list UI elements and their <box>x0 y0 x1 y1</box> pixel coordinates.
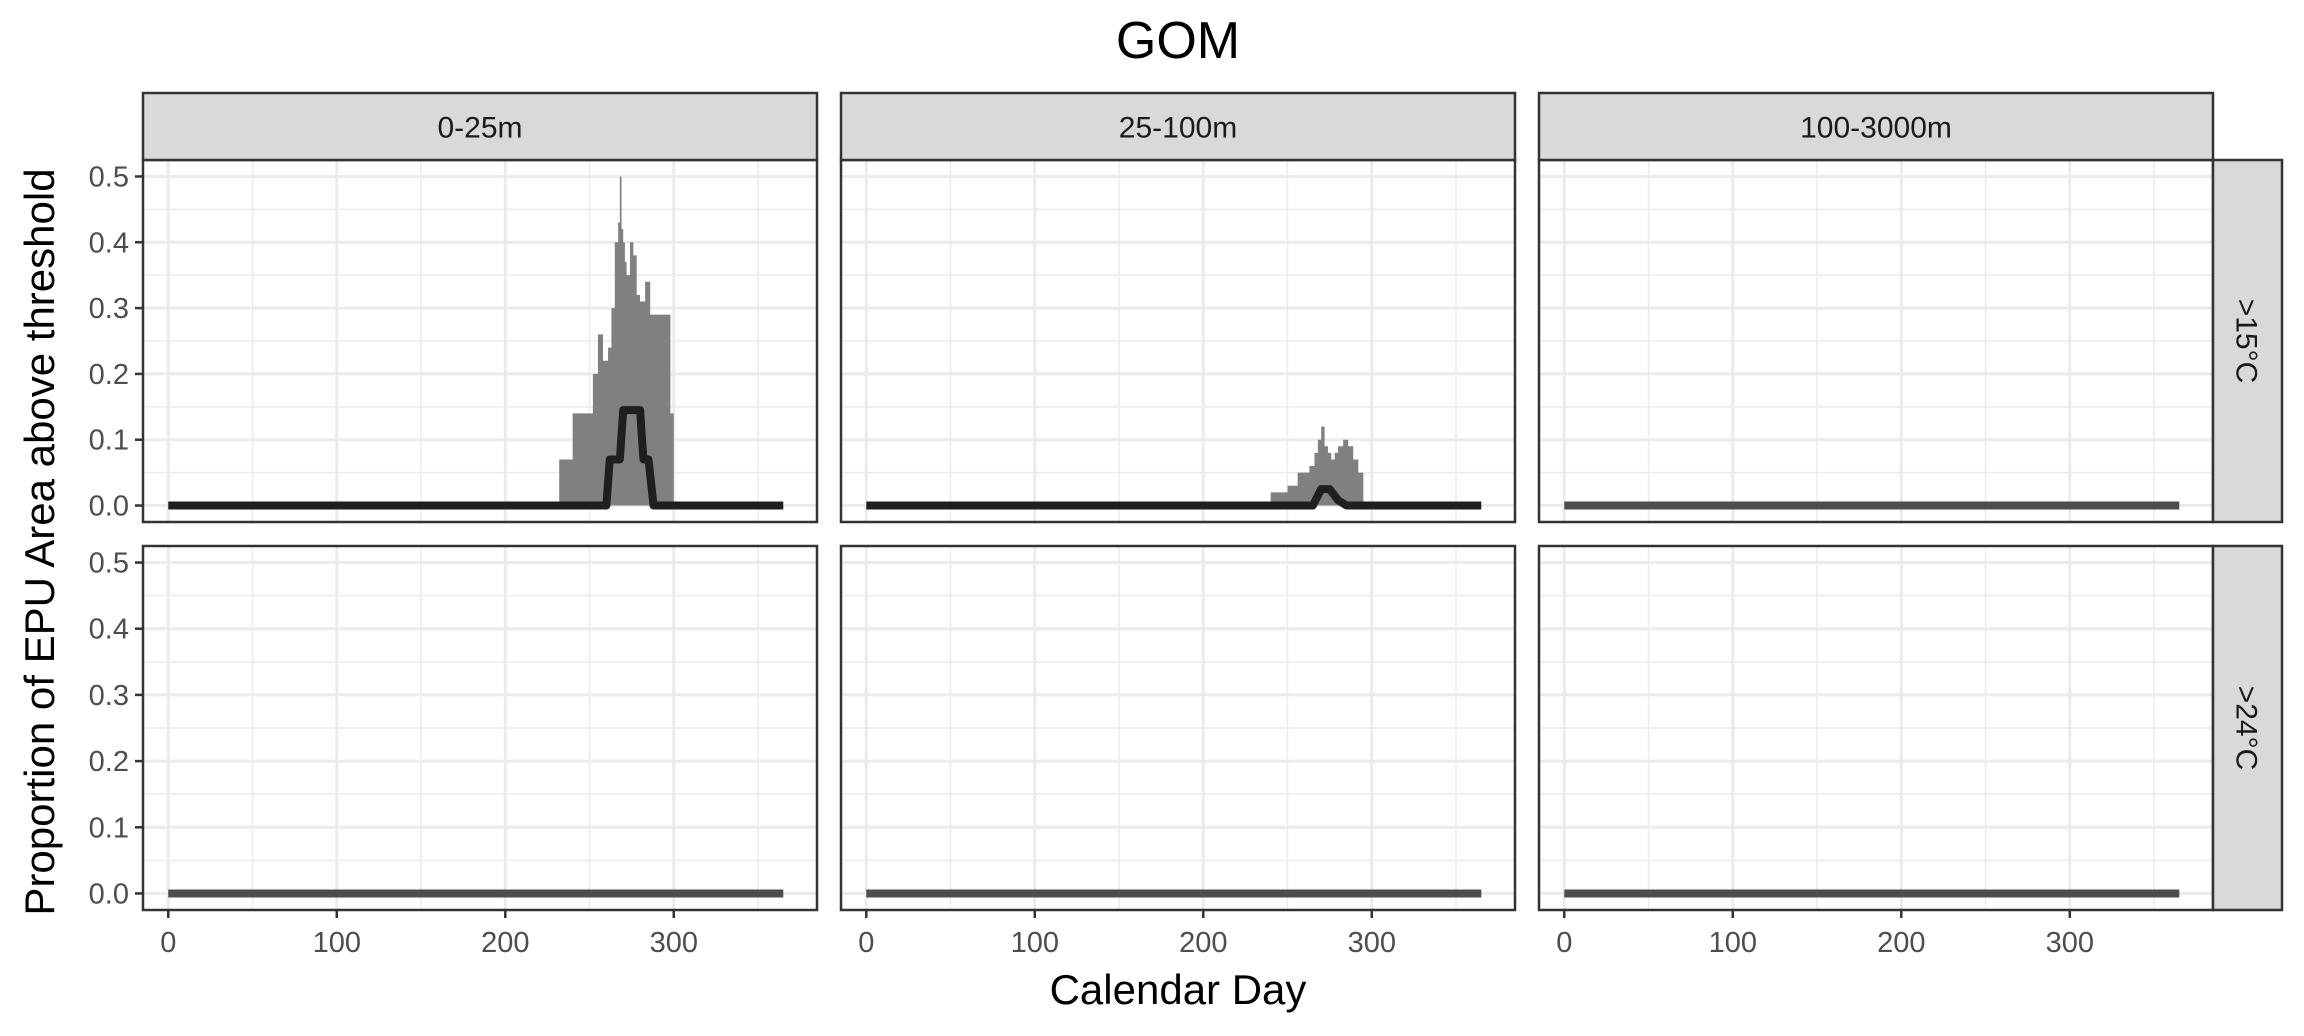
ribbon-area <box>559 176 674 506</box>
strips-layer: 0-25m 25-100m 100-3000m >15°C >24°C <box>141 91 2284 912</box>
y-tick-label: 0.0 <box>89 491 129 523</box>
y-tick-label: 0.4 <box>89 227 129 259</box>
x-tick-label: 100 <box>1709 927 1757 959</box>
strip-row-label: >24°C <box>2230 686 2263 771</box>
y-tick-label: 0.1 <box>89 812 129 844</box>
panel-1-2 <box>141 544 819 912</box>
x-tick-label: 0 <box>1556 927 1572 959</box>
panel-border <box>839 544 1517 912</box>
strip-column <box>1537 91 2215 162</box>
y-tick-label: 0.1 <box>89 425 129 457</box>
panel-2-2 <box>839 544 1517 912</box>
x-tick-label: 100 <box>1011 927 1059 959</box>
x-tick-label: 0 <box>858 927 874 959</box>
x-tick-label: 0 <box>160 927 176 959</box>
panel-1-1 <box>141 158 819 524</box>
strip-column-label: 100-3000m <box>1800 112 1952 145</box>
panels-layer <box>141 158 2215 912</box>
panel-3-1 <box>1537 158 2215 524</box>
y-tick-label: 0.3 <box>89 680 129 712</box>
y-tick-label: 0.5 <box>89 548 129 580</box>
panel-3-2 <box>1537 544 2215 912</box>
y-tick-label: 0.0 <box>89 878 129 910</box>
strip-column <box>141 91 819 162</box>
y-tick-label: 0.3 <box>89 293 129 325</box>
panel-2-1 <box>839 158 1517 524</box>
strip-column <box>839 91 1517 162</box>
chart-title: GOM <box>1116 12 1240 70</box>
strip-row <box>2211 158 2284 524</box>
axes-layer: 0.0 0.1 0.2 0.3 0.4 0.5 0.0 0.1 0.2 0.3 0.4 0.5 0 100… <box>89 161 2094 959</box>
strip-row <box>2211 544 2284 912</box>
x-tick-label: 200 <box>481 927 529 959</box>
x-tick-label: 300 <box>2046 927 2094 959</box>
panel-border <box>141 544 819 912</box>
y-axis-title: Proportion of EPU Area above threshold <box>16 168 63 915</box>
x-tick-label: 300 <box>650 927 698 959</box>
y-tick-label: 0.2 <box>89 746 129 778</box>
x-axis-title: Calendar Day <box>1050 966 1307 1013</box>
y-tick-label: 0.4 <box>89 614 129 646</box>
strip-row-label: >15°C <box>2230 299 2263 384</box>
ribbon-area <box>1257 426 1364 506</box>
x-tick-label: 300 <box>1348 927 1396 959</box>
y-tick-label: 0.2 <box>89 359 129 391</box>
strip-column-label: 25-100m <box>1119 112 1237 145</box>
x-tick-label: 100 <box>313 927 361 959</box>
y-tick-label: 0.5 <box>89 161 129 193</box>
series-line <box>168 406 784 510</box>
series-line <box>866 485 1482 510</box>
x-tick-label: 200 <box>1179 927 1227 959</box>
x-tick-label: 200 <box>1877 927 1925 959</box>
strip-column-label: 0-25m <box>437 112 522 145</box>
